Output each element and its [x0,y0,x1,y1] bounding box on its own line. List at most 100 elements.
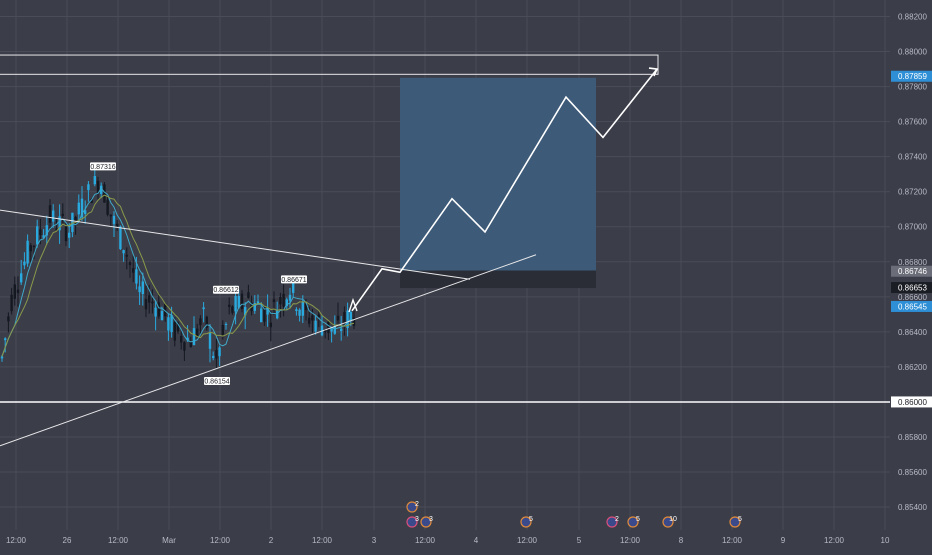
candle-body [320,325,324,336]
candle-body [10,294,13,312]
candle-body [279,297,282,305]
pivot-label: 0.86671 [281,275,307,284]
candle-body [58,216,61,231]
stop-zone[interactable] [400,270,596,289]
candle-body [292,281,295,293]
candle-body [253,303,256,311]
x-tick-label: 4 [474,536,479,545]
candle-body [112,215,116,224]
event-marker[interactable]: 10 [662,516,677,528]
candle-body [205,316,208,328]
pivot-label-text: 0.87316 [90,164,115,171]
candle-body [119,226,122,250]
y-axis[interactable]: 0.88200 0.88000 0.87800 0.87600 0.87400 0.872… [898,13,927,513]
price-badge-text: 0.86545 [898,302,927,311]
projection-arrowhead [648,67,659,77]
candle-body [202,307,205,310]
x-tick-label: 12:00 [210,536,231,545]
candle-body [20,273,23,283]
candle-body [93,176,96,185]
x-tick-label: Mar [162,536,176,545]
event-marker-count: 2 [415,501,419,508]
candle-body [36,226,39,245]
candle-body [80,198,84,218]
event-marker-count: 5 [529,516,533,523]
candle-body [352,317,356,326]
x-tick-label: 12:00 [722,536,743,545]
y-tick-label: 0.86600 [898,293,927,302]
candle-body [138,286,141,293]
candle-body [29,245,32,252]
x-tick-label: 26 [63,536,72,545]
event-marker-count: 3 [415,516,419,523]
event-marker[interactable]: 5 [627,516,640,528]
candle-body [240,293,244,309]
y-tick-label: 0.88000 [898,48,927,57]
candle-body [135,269,138,284]
candle-body [23,261,26,266]
event-marker[interactable]: 5 [729,516,742,528]
candle-body [308,317,311,324]
candle-body [340,328,343,332]
candle-body [87,184,90,191]
event-marker-count: 2 [615,516,619,523]
y-tick-label: 0.88200 [898,13,927,22]
pivot-label-text: 0.86671 [281,277,306,284]
event-marker[interactable]: 2 [406,501,419,513]
price-badge-text: 0.86000 [898,398,927,407]
candle-body [228,304,231,308]
projection-path[interactable] [351,68,658,312]
y-tick-label: 0.86200 [898,363,927,372]
candle-body [148,295,151,303]
candle-body [144,299,148,310]
candle-body [64,226,68,242]
event-marker[interactable]: 2 [606,516,619,528]
candle-body [247,292,250,298]
candle-body [221,324,224,335]
candle-body [106,199,109,215]
y-tick-label: 0.87600 [898,118,927,127]
candle-body [317,314,320,317]
candle-body [336,315,340,321]
x-tick-label: 5 [577,536,582,545]
price-badge-text: 0.86653 [898,284,927,293]
resistance-zone[interactable] [0,54,659,75]
candle-body [128,262,132,266]
candle-body [237,296,240,308]
candle-body [192,328,196,345]
target-zone[interactable] [400,77,596,271]
candle-body [109,214,112,217]
y-tick-label: 0.85600 [898,468,927,477]
candle-body [116,223,119,226]
candle-body [343,311,346,325]
current-arrow-icon [348,297,358,313]
upper-trendline[interactable] [0,209,471,280]
event-marker[interactable]: 3 [406,516,419,528]
x-axis[interactable]: 12:00 26 12:00 Mar 12:00 2 12:00 3 12:00 4 12:00 5 1… [6,536,890,545]
event-marker-count: 5 [738,516,742,523]
candle-body [231,306,234,313]
candle-body [260,308,263,323]
candle-body [301,301,304,316]
lower-trendline[interactable] [0,254,537,447]
y-tick-label: 0.85400 [898,503,927,512]
candle-body [199,318,202,326]
candle-body [272,299,276,303]
candle-body [189,342,192,348]
moving-average-slow [1,194,355,357]
x-tick-label: 3 [372,536,377,545]
candle-body [7,316,10,322]
candle-body [266,307,269,315]
candle-body [122,250,125,254]
y-tick-label: 0.85800 [898,433,927,442]
x-tick-label: 12:00 [312,536,333,545]
candle-body [333,326,336,334]
candle-body [173,322,176,341]
x-tick-label: 12:00 [620,536,641,545]
candle-body [330,328,333,332]
event-marker[interactable]: 3 [420,516,433,528]
event-marker[interactable]: 5 [520,516,533,528]
candle-body [167,317,170,331]
